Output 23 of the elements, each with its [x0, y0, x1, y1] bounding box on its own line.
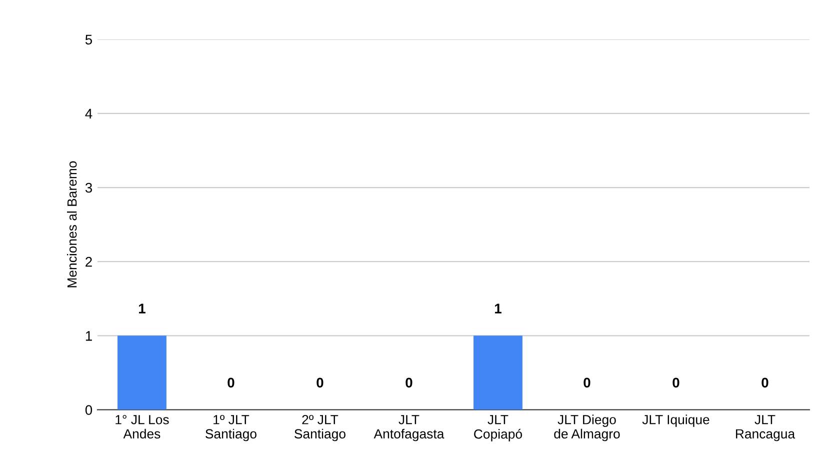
data-label: 0 [316, 378, 324, 388]
x-tick-label: JLT Rancagua [736, 415, 796, 442]
data-label: 1 [494, 304, 502, 314]
data-label: 0 [406, 378, 412, 388]
x-tick-label: JLT Antofagasta [374, 415, 444, 442]
y-tick-label: 0 [85, 405, 92, 415]
y-tick-label: 5 [85, 34, 92, 45]
x-tick-label: 1° JL Los Andes [116, 414, 169, 439]
data-label: 1 [138, 304, 146, 314]
data-label: 0 [762, 378, 768, 388]
x-tick-label: JLT Copiapó [474, 415, 522, 442]
x-tick-label: JLT Diego de Almagro [554, 414, 620, 442]
y-tick-label: 3 [85, 182, 92, 193]
x-tick-label: JLT Iquique [642, 414, 710, 427]
data-label: 0 [672, 378, 680, 388]
data-label: 0 [228, 378, 234, 388]
y-tick-label: 1 [86, 331, 92, 341]
x-tick-label: 1º JLT Santiago [206, 414, 256, 442]
y-axis-title: Menciones al Baremo [67, 161, 77, 288]
y-tick-label: 2 [86, 256, 92, 267]
data-label: 0 [584, 378, 590, 388]
y-tick-label: 4 [85, 108, 92, 118]
x-tick-label: 2º JLT Santiago [294, 414, 346, 442]
